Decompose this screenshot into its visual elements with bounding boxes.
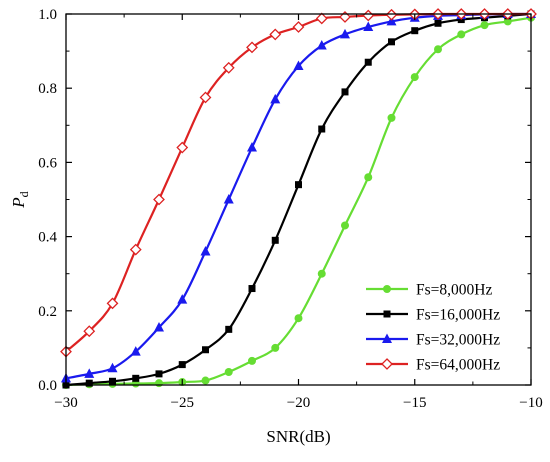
data-point bbox=[317, 269, 326, 278]
y-axis-title-main: P bbox=[9, 197, 28, 208]
data-point bbox=[223, 194, 234, 204]
data-point bbox=[83, 325, 96, 338]
data-point bbox=[107, 362, 118, 373]
data-point bbox=[341, 88, 349, 96]
data-point bbox=[318, 125, 326, 133]
data-point bbox=[200, 245, 211, 256]
legend-item: Fs=8,000Hz bbox=[366, 282, 492, 299]
legend-item: Fs=64,000Hz bbox=[366, 357, 500, 374]
legend-label: Fs=8,000Hz bbox=[416, 282, 492, 299]
data-point bbox=[246, 41, 258, 54]
data-point bbox=[387, 113, 396, 122]
data-point bbox=[271, 236, 279, 244]
data-point bbox=[85, 379, 93, 387]
y-axis-title-subscript: d bbox=[17, 191, 31, 197]
data-point bbox=[364, 58, 372, 66]
data-point bbox=[362, 9, 375, 22]
series-1 bbox=[62, 10, 535, 389]
data-point bbox=[154, 321, 164, 332]
data-point bbox=[364, 173, 373, 182]
data-point bbox=[178, 361, 186, 369]
x-axis-title: SNR(dB) bbox=[266, 427, 330, 446]
data-point bbox=[316, 40, 327, 50]
data-point bbox=[222, 61, 235, 74]
x-tick-label: −20 bbox=[287, 395, 310, 411]
series-layer bbox=[60, 8, 537, 389]
data-point bbox=[130, 346, 141, 356]
data-point bbox=[202, 346, 209, 354]
data-point bbox=[129, 243, 142, 256]
series-2 bbox=[61, 8, 536, 383]
data-point bbox=[434, 19, 442, 27]
data-point bbox=[385, 8, 398, 21]
data-point bbox=[410, 73, 419, 82]
x-tick-label: −30 bbox=[54, 395, 77, 411]
legend: Fs=8,000Hz Fs=16,000Hz Fs=32,000Hz Fs=64,00… bbox=[366, 282, 500, 374]
legend-label: Fs=16,000Hz bbox=[416, 307, 500, 324]
ticks-layer: −30 −25 −20 −15 −10 0.0 0.2 0.4 0.6 0.8 1.0 bbox=[38, 7, 542, 411]
data-point bbox=[341, 221, 349, 230]
legend-marker bbox=[383, 285, 391, 293]
data-point bbox=[225, 325, 233, 333]
legend-marker bbox=[382, 333, 392, 343]
data-point bbox=[155, 370, 163, 378]
legend-item: Fs=16,000Hz bbox=[366, 307, 500, 324]
data-point bbox=[84, 368, 95, 378]
data-point bbox=[503, 17, 512, 26]
data-point bbox=[269, 28, 282, 41]
y-tick-label: 0.8 bbox=[38, 81, 57, 97]
data-point bbox=[270, 93, 281, 104]
data-point bbox=[106, 297, 119, 310]
data-point bbox=[388, 38, 395, 46]
data-point bbox=[109, 377, 116, 385]
data-point bbox=[176, 141, 189, 154]
data-point bbox=[386, 15, 397, 26]
data-point bbox=[199, 91, 212, 104]
data-point bbox=[434, 45, 442, 54]
legend-marker bbox=[381, 358, 393, 370]
y-tick-label: 1.0 bbox=[38, 7, 57, 23]
data-point bbox=[248, 356, 256, 365]
legend-marker bbox=[383, 310, 391, 318]
data-point bbox=[248, 285, 256, 293]
data-point bbox=[155, 379, 163, 388]
data-point bbox=[292, 21, 305, 33]
data-point bbox=[295, 181, 302, 189]
legend-item: Fs=32,000Hz bbox=[366, 332, 500, 349]
data-point bbox=[340, 28, 350, 39]
data-point bbox=[132, 374, 140, 382]
data-point bbox=[294, 314, 303, 323]
data-point bbox=[457, 30, 466, 39]
x-tick-label: −10 bbox=[519, 395, 542, 411]
data-point bbox=[201, 376, 210, 385]
data-point bbox=[363, 21, 374, 31]
x-tick-label: −15 bbox=[403, 395, 426, 411]
y-tick-label: 0.0 bbox=[38, 378, 57, 394]
data-point bbox=[411, 27, 419, 35]
data-point bbox=[247, 142, 257, 152]
data-point bbox=[271, 343, 280, 352]
y-tick-label: 0.2 bbox=[38, 304, 57, 320]
data-point bbox=[153, 193, 165, 206]
y-tick-label: 0.4 bbox=[38, 230, 57, 246]
data-point bbox=[293, 60, 304, 70]
y-axis-title: Pd bbox=[9, 191, 31, 208]
data-point bbox=[177, 294, 188, 304]
data-point bbox=[315, 12, 328, 25]
x-tick-label: −25 bbox=[171, 395, 194, 411]
data-point bbox=[224, 368, 233, 377]
series-line bbox=[65, 16, 532, 387]
y-tick-label: 0.6 bbox=[38, 155, 57, 171]
legend-label: Fs=32,000Hz bbox=[416, 332, 500, 349]
legend-label: Fs=64,000Hz bbox=[416, 357, 500, 374]
data-point bbox=[480, 21, 489, 30]
